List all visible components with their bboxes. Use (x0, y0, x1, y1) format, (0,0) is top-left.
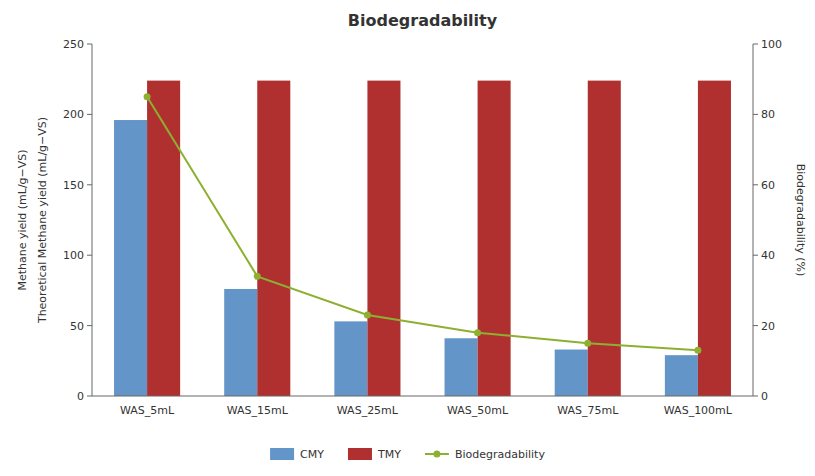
y-axis-line (92, 44, 93, 396)
chart: Biodegradability 0 50 100 150 200 250 0 20 40 60 80… (0, 0, 815, 476)
line-series (144, 93, 702, 353)
bar (698, 81, 731, 396)
tick-label: WAS_100mL (664, 404, 733, 417)
legend-swatch (348, 448, 372, 460)
legend-item: TMY (348, 448, 401, 461)
y2-axis-line (753, 44, 754, 396)
axes (92, 44, 753, 396)
tick-label: 50 (70, 320, 84, 333)
tick (753, 325, 758, 326)
tick-label: 0 (761, 390, 768, 403)
legend-item: Biodegradability (425, 448, 546, 461)
tick-label: 60 (761, 179, 775, 192)
x-axis-line (92, 396, 753, 397)
tick-label: WAS_5mL (120, 404, 175, 417)
point (694, 347, 701, 354)
bar (665, 355, 698, 396)
yticks-ticks: 0 50 100 150 200 250 (63, 38, 92, 403)
tick (87, 44, 92, 45)
tick-label: WAS_25mL (337, 404, 399, 417)
legend-label: CMY (300, 448, 324, 461)
bar (147, 81, 180, 396)
y-axis-label: Theoretical Methane yield (mL/g−VS) (36, 117, 49, 324)
tick (87, 396, 92, 397)
tick (753, 255, 758, 256)
tick-label: 20 (761, 320, 775, 333)
tick-label: 40 (761, 249, 775, 262)
legend-swatch (433, 451, 440, 458)
bar (367, 81, 400, 396)
tick-label: 250 (63, 38, 84, 51)
tick (87, 255, 92, 256)
bar (555, 350, 588, 396)
tick (753, 184, 758, 185)
tick-label: 80 (761, 108, 775, 121)
tick-label: WAS_75mL (557, 404, 619, 417)
legend-swatch (270, 448, 294, 460)
tick (87, 325, 92, 326)
bar (257, 81, 290, 396)
bar (334, 321, 367, 396)
tick (753, 114, 758, 115)
title: Biodegradability (348, 11, 498, 30)
marks (114, 81, 731, 396)
bar-series (147, 81, 731, 396)
x-ticks: WAS_5mL WAS_15mL WAS_25mL WAS_50mL WAS_75mL W… (120, 404, 733, 417)
legend-label: TMY (377, 448, 401, 461)
bar (478, 81, 511, 396)
bar (114, 120, 147, 396)
tick (753, 44, 758, 45)
bar (445, 338, 478, 396)
tick (87, 184, 92, 185)
tick-label: 0 (77, 390, 84, 403)
tick-label: 200 (63, 108, 84, 121)
point (584, 340, 591, 347)
point (474, 329, 481, 336)
y-axis-label-outer: Methane yield (mL/g−VS) (16, 149, 29, 290)
tick-label: 150 (63, 179, 84, 192)
tick-label: 100 (63, 249, 84, 262)
point (254, 273, 261, 280)
tick-label: WAS_15mL (227, 404, 289, 417)
tick-label: 100 (761, 38, 782, 51)
tick (87, 114, 92, 115)
y2ticks-ticks: 0 20 40 60 80 100 (753, 38, 782, 403)
point (144, 93, 151, 100)
bar (224, 289, 257, 396)
y2-axis-label: Biodegradability (%) (794, 164, 807, 277)
bar (588, 81, 621, 396)
tick (753, 396, 758, 397)
tick-label: WAS_50mL (447, 404, 509, 417)
legend-item: CMY (270, 448, 324, 461)
legend: CMY TMY Biodegradability (270, 448, 545, 461)
point (364, 312, 371, 319)
legend-label: Biodegradability (455, 448, 546, 461)
line (147, 97, 698, 350)
